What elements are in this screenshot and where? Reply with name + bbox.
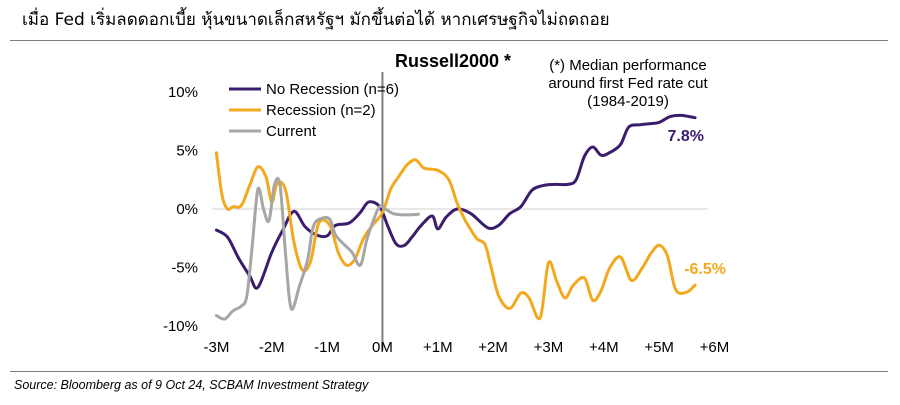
x-tick-label: -2M: [259, 339, 285, 356]
x-tick-label: +4M: [589, 339, 619, 356]
x-tick-label: +1M: [423, 339, 453, 356]
x-tick-label: +5M: [644, 339, 674, 356]
legend-label: Recession (n=2): [266, 102, 376, 119]
source-note: Source: Bloomberg as of 9 Oct 24, SCBAM …: [14, 378, 369, 392]
series-group: [214, 113, 697, 321]
chart-note-line: around first Fed rate cut: [548, 75, 708, 92]
x-tick-label: -3M: [204, 339, 230, 356]
x-tick-label: +3M: [534, 339, 564, 356]
top-divider: [10, 40, 888, 41]
chart-title: Russell2000 *: [395, 51, 511, 71]
y-tick-label: -5%: [171, 260, 198, 277]
y-tick-label: -10%: [163, 318, 198, 335]
y-tick-label: 5%: [176, 143, 198, 160]
chart-headline: เมื่อ Fed เริ่มลดดอกเบี้ย หุ้นขนาดเล็กสห…: [22, 10, 610, 30]
y-tick-label: 0%: [176, 201, 198, 218]
legend-label: Current: [266, 123, 317, 140]
series-end-label: -6.5%: [684, 261, 726, 278]
x-tick-label: -1M: [314, 339, 340, 356]
chart-note-line: (1984-2019): [587, 93, 669, 110]
x-tick-label: +2M: [478, 339, 508, 356]
legend: No Recession (n=6) Recession (n=2) Current: [229, 81, 399, 140]
chart-note-line: (*) Median performance: [549, 57, 707, 74]
x-tick-label: 0M: [372, 339, 393, 356]
current-line: [214, 176, 420, 321]
labels-group: 7.8% -6.5% Russell2000 * (*) Median perform…: [395, 51, 726, 278]
recession-line: [214, 151, 697, 321]
legend-label: No Recession (n=6): [266, 81, 399, 98]
bottom-divider: [10, 371, 888, 372]
axes-group: 10% 5% 0% -5% -10% -3M -2M -1M 0M +1M +2M +3M +4M +5M…: [163, 72, 729, 356]
y-tick-label: 10%: [168, 84, 198, 101]
x-tick-label: +6M: [700, 339, 730, 356]
series-end-label: 7.8%: [668, 128, 704, 145]
no-recession-line: [214, 113, 697, 290]
